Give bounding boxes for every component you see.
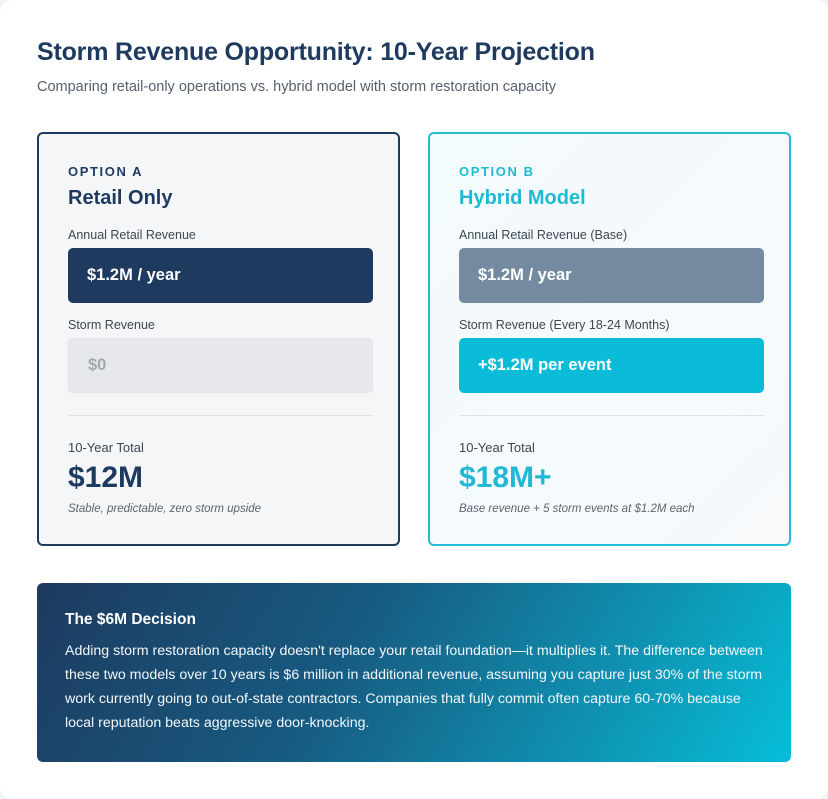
option-a-storm-value: $0	[68, 338, 373, 393]
option-a-total-label: 10-Year Total	[68, 440, 144, 455]
option-a-storm-label: Storm Revenue	[68, 318, 155, 332]
option-a-retail-value: $1.2M / year	[68, 248, 373, 303]
option-b-total-value: $18M+	[459, 461, 552, 494]
option-b-storm-label: Storm Revenue (Every 18-24 Months)	[459, 318, 670, 332]
option-b-name: Hybrid Model	[459, 187, 586, 209]
option-a-card: OPTION A Retail Only Annual Retail Reven…	[37, 132, 400, 546]
option-b-label: OPTION B	[459, 164, 535, 179]
option-b-total-label: 10-Year Total	[459, 440, 535, 455]
option-b-retail-label: Annual Retail Revenue (Base)	[459, 228, 628, 242]
page-subtitle: Comparing retail-only operations vs. hyb…	[37, 79, 556, 95]
option-a-total-value: $12M	[68, 461, 144, 494]
option-b-storm-value: +$1.2M per event	[459, 338, 764, 393]
option-a-retail-label: Annual Retail Revenue	[68, 228, 196, 242]
option-a-divider	[68, 415, 373, 416]
decision-title: The $6M Decision	[65, 611, 196, 628]
option-a-label: OPTION A	[68, 164, 144, 179]
option-b-retail-value: $1.2M / year	[459, 248, 764, 303]
option-a-name: Retail Only	[68, 187, 173, 209]
option-a-note: Stable, predictable, zero storm upside	[68, 503, 262, 515]
option-b-note: Base revenue + 5 storm events at $1.2M e…	[459, 503, 695, 515]
page-title: Storm Revenue Opportunity: 10-Year Proje…	[37, 38, 595, 66]
option-b-card: OPTION B Hybrid Model Annual Retail Reve…	[428, 132, 791, 546]
option-b-divider	[459, 415, 764, 416]
decision-callout: The $6M Decision Adding storm restoratio…	[37, 583, 791, 762]
decision-body: Adding storm restoration capacity doesn'…	[65, 643, 763, 731]
